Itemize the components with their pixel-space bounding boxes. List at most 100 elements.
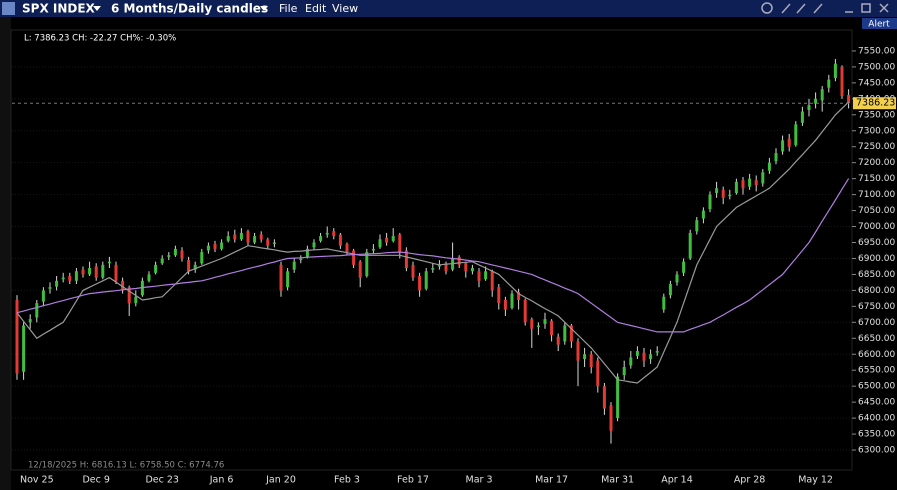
- candle-body: [55, 280, 59, 287]
- candle-body: [272, 242, 276, 245]
- candle-body: [220, 242, 224, 249]
- candle-body: [239, 232, 243, 240]
- x-tick-label: May 12: [798, 475, 833, 486]
- candle-body: [754, 180, 758, 186]
- candle-body: [675, 274, 679, 283]
- candle-body: [497, 287, 501, 304]
- candle-body: [827, 79, 831, 88]
- candle-body: [616, 376, 620, 419]
- alert-button[interactable]: [862, 18, 897, 29]
- candle-body: [596, 360, 600, 387]
- candle-body: [35, 303, 39, 318]
- plot: 6300.00 6350.00 6400.00 6450.00 6500.00 6550.…: [12, 46, 896, 486]
- period[interactable]: 6 Months/Daily candles: [111, 2, 268, 16]
- candle-body: [253, 236, 257, 243]
- icon[interactable]: [796, 3, 806, 14]
- info-line: L: 7386.23 CH: -22.27 CH%: -0.30%: [24, 34, 176, 44]
- icon[interactable]: [781, 3, 791, 14]
- y-tick-label: 7200.00: [858, 158, 895, 168]
- x-tick-label: Dec 9: [82, 475, 109, 486]
- candle-body: [556, 336, 560, 345]
- candle-body: [609, 405, 613, 431]
- candle-body: [154, 264, 158, 273]
- candle-body: [332, 231, 336, 237]
- candle-body: [365, 252, 369, 277]
- candle-body: [490, 271, 494, 291]
- y-tick-label: 6350.00: [858, 430, 895, 440]
- candle-body: [431, 268, 435, 270]
- candle-body: [477, 271, 481, 281]
- candle-body: [437, 264, 441, 267]
- candle-body: [517, 291, 521, 300]
- candle-body: [213, 244, 217, 249]
- candle-body: [629, 357, 633, 366]
- candle-body: [41, 290, 45, 302]
- x-tick-label: Dec 23: [145, 475, 179, 486]
- candle-body: [715, 188, 719, 194]
- candle-body: [589, 354, 593, 368]
- maximize[interactable]: [861, 3, 871, 13]
- candle-body: [503, 299, 507, 310]
- candle-body: [358, 261, 362, 278]
- y-tick-label: 7450.00: [858, 78, 895, 88]
- candle-body: [708, 194, 712, 209]
- y-tick-label: 6500.00: [858, 382, 895, 392]
- y-tick-label: 6850.00: [858, 270, 895, 280]
- x-tick-label: Mar 3: [466, 475, 493, 486]
- candle-body: [774, 153, 778, 162]
- y-tick-label: 6300.00: [858, 446, 895, 456]
- candle-body: [576, 341, 580, 361]
- candle-body: [569, 325, 573, 342]
- candle-body: [61, 277, 65, 280]
- candle-body: [794, 124, 798, 146]
- candle-body: [536, 325, 540, 328]
- dropdown-arrow[interactable]: [93, 6, 101, 11]
- candle-body: [378, 239, 382, 248]
- dropdown-arrow[interactable]: [260, 6, 268, 11]
- menu-edit[interactable]: Edit: [305, 2, 327, 15]
- candle-body: [226, 236, 230, 241]
- y-tick-label: 6950.00: [858, 238, 895, 248]
- x-tick-label: Feb 17: [397, 475, 429, 486]
- candle-body: [787, 138, 791, 147]
- close[interactable]: [879, 3, 889, 13]
- menu-view[interactable]: View: [332, 2, 358, 15]
- menu-file[interactable]: File: [279, 2, 298, 15]
- candle-body: [649, 354, 653, 360]
- candle-body: [385, 237, 389, 243]
- candle-body: [114, 264, 118, 281]
- candle-body: [833, 63, 837, 79]
- candle-body: [635, 351, 639, 356]
- candle-body: [266, 239, 270, 246]
- x-tick-label: Mar 17: [535, 475, 568, 486]
- crosshair-info: 12/18/2025 H: 6816.13 L: 6758.50 C: 6774…: [28, 461, 224, 471]
- y-tick-label: 6900.00: [858, 254, 895, 264]
- candle-body: [81, 269, 85, 275]
- candle-body: [193, 264, 197, 270]
- y-tick-label: 7250.00: [858, 142, 895, 152]
- icon[interactable]: [813, 3, 823, 14]
- candle-body: [259, 234, 263, 240]
- candle-body: [418, 276, 422, 291]
- candle-body: [121, 280, 125, 291]
- symbol[interactable]: SPX INDEX: [22, 2, 96, 16]
- candle-body: [840, 66, 844, 97]
- candle-body: [15, 299, 19, 374]
- side-strip: [0, 17, 11, 490]
- y-tick-label: 7300.00: [858, 126, 895, 136]
- last-price-box: [853, 97, 896, 110]
- icon[interactable]: [761, 2, 773, 14]
- candle-body: [173, 248, 177, 256]
- candle-body: [352, 250, 356, 265]
- candle-body: [233, 234, 237, 240]
- x-tick-label: Jan 20: [265, 475, 296, 486]
- y-tick-label: 6600.00: [858, 350, 895, 360]
- candle-body: [180, 250, 184, 259]
- candle-body: [484, 271, 488, 280]
- y-tick-label: 6700.00: [858, 318, 895, 328]
- candle-body: [682, 261, 686, 273]
- alert-label[interactable]: Alert: [868, 20, 890, 30]
- candle-body: [147, 274, 151, 281]
